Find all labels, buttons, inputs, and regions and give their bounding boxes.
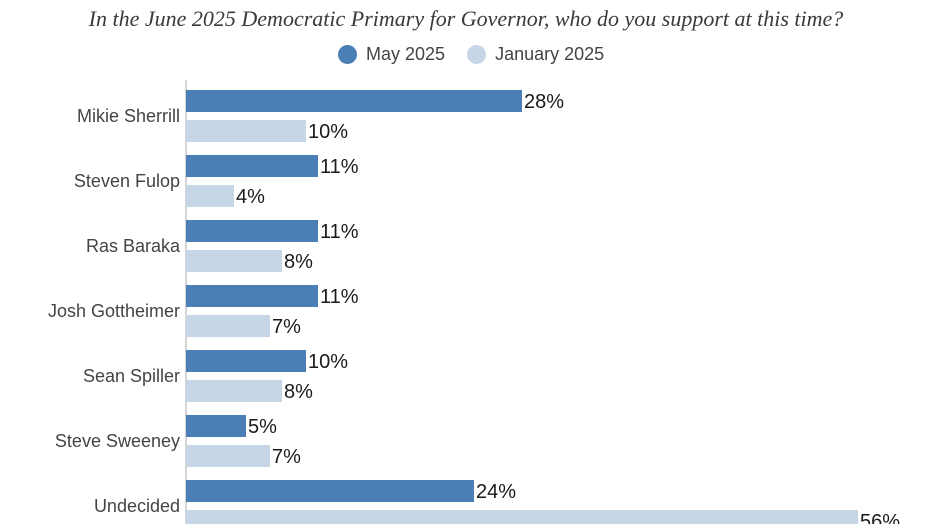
value-label-steve-sweeney-january-2025: 7% xyxy=(272,446,301,468)
value-label-ras-baraka-january-2025: 8% xyxy=(284,251,313,273)
chart-title: In the June 2025 Democratic Primary for … xyxy=(88,6,844,31)
bar-josh-gottheimer-january-2025 xyxy=(186,315,270,337)
category-label-mikie-sherrill: Mikie Sherrill xyxy=(77,106,180,126)
bar-undecided-january-2025 xyxy=(186,510,858,524)
bar-ras-baraka-january-2025 xyxy=(186,250,282,272)
value-label-ras-baraka-may-2025: 11% xyxy=(320,221,359,243)
bar-sean-spiller-january-2025 xyxy=(186,380,282,402)
category-label-josh-gottheimer: Josh Gottheimer xyxy=(48,301,180,321)
bar-sean-spiller-may-2025 xyxy=(186,350,306,372)
value-label-mikie-sherrill-may-2025: 28% xyxy=(524,91,564,113)
bar-steven-fulop-january-2025 xyxy=(186,185,234,207)
value-label-undecided-may-2025: 24% xyxy=(476,481,516,503)
bar-steven-fulop-may-2025 xyxy=(186,155,318,177)
legend-label-january: January 2025 xyxy=(495,44,605,64)
category-label-undecided: Undecided xyxy=(94,496,180,516)
value-label-sean-spiller-may-2025: 10% xyxy=(308,351,348,373)
bar-mikie-sherrill-may-2025 xyxy=(186,90,522,112)
legend-item-may: May 2025 xyxy=(338,44,445,65)
bar-mikie-sherrill-january-2025 xyxy=(186,120,306,142)
legend-item-january: January 2025 xyxy=(467,44,604,65)
value-label-steven-fulop-january-2025: 4% xyxy=(236,186,265,208)
legend-swatch-may xyxy=(338,45,357,64)
legend-swatch-january xyxy=(467,45,487,64)
value-label-mikie-sherrill-january-2025: 10% xyxy=(308,121,348,143)
value-label-sean-spiller-january-2025: 8% xyxy=(284,381,313,403)
bar-josh-gottheimer-may-2025 xyxy=(186,285,318,307)
category-label-steven-fulop: Steven Fulop xyxy=(74,171,180,191)
bar-ras-baraka-may-2025 xyxy=(186,220,318,242)
category-label-steve-sweeney: Steve Sweeney xyxy=(55,431,180,451)
value-label-josh-gottheimer-may-2025: 11% xyxy=(320,286,359,308)
bar-steve-sweeney-may-2025 xyxy=(186,415,246,437)
value-label-undecided-january-2025: 56% xyxy=(860,511,900,524)
category-label-ras-baraka: Ras Baraka xyxy=(86,236,181,256)
legend-label-may: May 2025 xyxy=(366,44,446,64)
value-label-josh-gottheimer-january-2025: 7% xyxy=(272,316,301,338)
bar-undecided-may-2025 xyxy=(186,480,474,502)
value-label-steve-sweeney-may-2025: 5% xyxy=(248,416,277,438)
category-label-sean-spiller: Sean Spiller xyxy=(83,366,180,386)
bar-steve-sweeney-january-2025 xyxy=(186,445,270,467)
legend: May 2025 January 2025 xyxy=(338,44,626,65)
value-label-steven-fulop-may-2025: 11% xyxy=(320,156,359,178)
